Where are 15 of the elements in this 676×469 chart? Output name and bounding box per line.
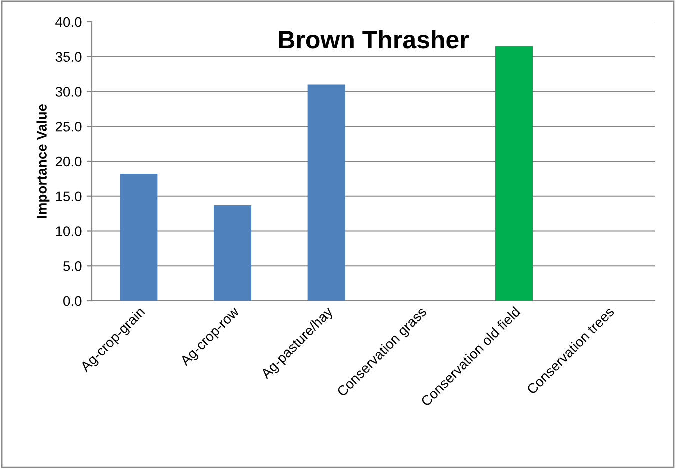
y-tick-label: 35.0: [56, 52, 82, 62]
y-tick-label: 5.0: [64, 261, 82, 272]
y-tick-label: 20.0: [56, 156, 82, 167]
bar: [214, 205, 252, 301]
bar: [120, 174, 158, 301]
bar: [308, 84, 346, 301]
bar: [495, 46, 534, 301]
y-tick-label: 25.0: [56, 122, 82, 132]
y-tick-label: 10.0: [56, 226, 82, 236]
y-tick-label: 30.0: [56, 87, 82, 97]
y-tick-label: 15.0: [56, 192, 82, 202]
y-tick-label: 40.0: [56, 17, 82, 28]
chart-title: Brown Thrasher: [279, 30, 469, 49]
y-axis-title: Importance Value: [36, 104, 50, 218]
y-tick-label: 0.0: [64, 296, 82, 306]
